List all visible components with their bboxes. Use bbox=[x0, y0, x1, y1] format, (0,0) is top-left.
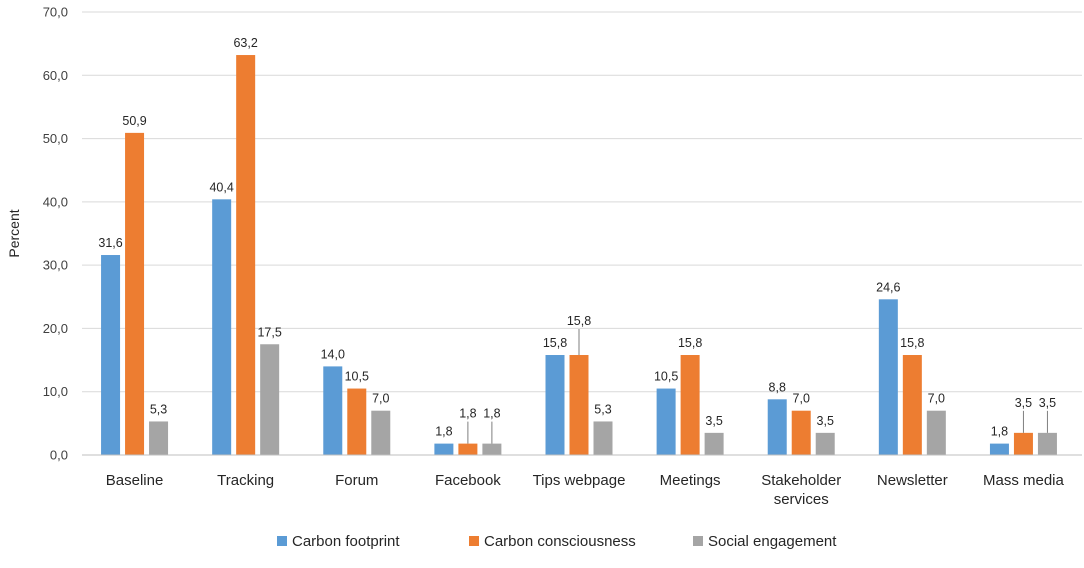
x-category-label: Newsletter bbox=[877, 472, 948, 489]
data-label: 10,5 bbox=[345, 370, 369, 384]
bar bbox=[704, 432, 724, 455]
data-label: 15,8 bbox=[543, 336, 567, 350]
bar bbox=[323, 366, 343, 455]
data-label: 15,8 bbox=[678, 336, 702, 350]
bar bbox=[149, 421, 169, 455]
bar bbox=[458, 443, 478, 455]
x-category-label: Facebook bbox=[435, 472, 501, 489]
data-label: 17,5 bbox=[257, 325, 281, 339]
y-tick-label: 0,0 bbox=[50, 448, 68, 463]
y-tick-label: 70,0 bbox=[43, 5, 68, 20]
legend-swatch bbox=[469, 536, 479, 546]
bar bbox=[767, 399, 787, 455]
x-category-label-line: Stakeholder bbox=[761, 472, 841, 489]
data-label: 40,4 bbox=[209, 180, 233, 194]
x-category-label: Tracking bbox=[217, 472, 274, 489]
legend-label: Carbon consciousness bbox=[484, 533, 636, 550]
x-category-label-line: Mass media bbox=[983, 472, 1065, 489]
bar bbox=[125, 132, 145, 455]
data-label: 5,3 bbox=[594, 402, 611, 416]
x-category-label: Meetings bbox=[660, 472, 721, 489]
x-category-label-line: Facebook bbox=[435, 472, 501, 489]
x-category-label-line: Forum bbox=[335, 472, 378, 489]
data-label: 7,0 bbox=[793, 392, 810, 406]
bars bbox=[101, 55, 1057, 455]
bar bbox=[101, 255, 121, 455]
data-label: 7,0 bbox=[372, 392, 389, 406]
bar bbox=[989, 443, 1009, 455]
x-category-label-line: Meetings bbox=[660, 472, 721, 489]
bar bbox=[656, 388, 676, 455]
bar bbox=[1037, 432, 1057, 455]
bar bbox=[878, 299, 898, 455]
bar bbox=[236, 55, 256, 455]
data-label: 3,5 bbox=[705, 414, 722, 428]
y-tick-label: 30,0 bbox=[43, 258, 68, 273]
legend: Carbon footprint Carbon consciousness Soci… bbox=[277, 533, 837, 550]
x-category-label: Baseline bbox=[106, 472, 164, 489]
data-label: 8,8 bbox=[769, 380, 786, 394]
x-category-label: Stakeholder services bbox=[761, 472, 841, 508]
x-category-label-line: services bbox=[774, 491, 829, 508]
y-tick-label: 40,0 bbox=[43, 194, 68, 209]
y-tick-label: 50,0 bbox=[43, 131, 68, 146]
data-label: 10,5 bbox=[654, 370, 678, 384]
legend-label: Social engagement bbox=[708, 533, 837, 550]
y-tick-label: 10,0 bbox=[43, 384, 68, 399]
data-label: 31,6 bbox=[98, 236, 122, 250]
bar bbox=[815, 432, 835, 455]
data-label: 3,5 bbox=[1039, 396, 1056, 410]
bar bbox=[926, 410, 946, 455]
data-label: 63,2 bbox=[233, 36, 257, 50]
legend-label: Carbon footprint bbox=[292, 533, 400, 550]
y-tick-label: 60,0 bbox=[43, 68, 68, 83]
gridlines bbox=[82, 11, 1082, 393]
data-label: 7,0 bbox=[928, 392, 945, 406]
data-label: 50,9 bbox=[122, 114, 146, 128]
bar bbox=[482, 443, 502, 455]
data-label: 1,8 bbox=[991, 425, 1008, 439]
legend-swatch bbox=[693, 536, 703, 546]
bar bbox=[593, 421, 613, 455]
data-label: 3,5 bbox=[1015, 396, 1032, 410]
data-labels: 31,650,95,340,463,217,514,010,57,01,81,8… bbox=[98, 36, 1056, 444]
x-category-label: Forum bbox=[335, 472, 378, 489]
x-category-label-line: Tips webpage bbox=[533, 472, 626, 489]
x-category-label: Tips webpage bbox=[533, 472, 626, 489]
data-label: 15,8 bbox=[900, 336, 924, 350]
data-label: 1,8 bbox=[483, 407, 500, 421]
data-label: 14,0 bbox=[321, 347, 345, 361]
bar bbox=[545, 355, 565, 455]
legend-swatch bbox=[277, 536, 287, 546]
bar bbox=[791, 410, 811, 455]
bar bbox=[569, 355, 589, 455]
data-label: 1,8 bbox=[435, 425, 452, 439]
data-label: 3,5 bbox=[817, 414, 834, 428]
x-category-label: Mass media bbox=[983, 472, 1065, 489]
bar bbox=[1013, 432, 1033, 455]
data-label: 24,6 bbox=[876, 280, 900, 294]
bar bbox=[680, 355, 700, 455]
bar bbox=[260, 344, 280, 455]
bar bbox=[434, 443, 454, 455]
data-label: 5,3 bbox=[150, 402, 167, 416]
x-category-label-line: Baseline bbox=[106, 472, 164, 489]
data-label: 1,8 bbox=[459, 407, 476, 421]
y-tick-label: 20,0 bbox=[43, 321, 68, 336]
y-axis-title: Percent bbox=[6, 209, 22, 257]
bar bbox=[902, 355, 922, 455]
x-category-label-line: Newsletter bbox=[877, 472, 948, 489]
data-label: 15,8 bbox=[567, 314, 591, 328]
bar bbox=[371, 410, 391, 455]
bar bbox=[212, 199, 232, 455]
x-category-label-line: Tracking bbox=[217, 472, 274, 489]
bar bbox=[347, 388, 367, 455]
axes: 0,0 10,0 20,0 30,0 40,0 50,0 60,0 70,0 Percent Ba… bbox=[6, 5, 1082, 508]
